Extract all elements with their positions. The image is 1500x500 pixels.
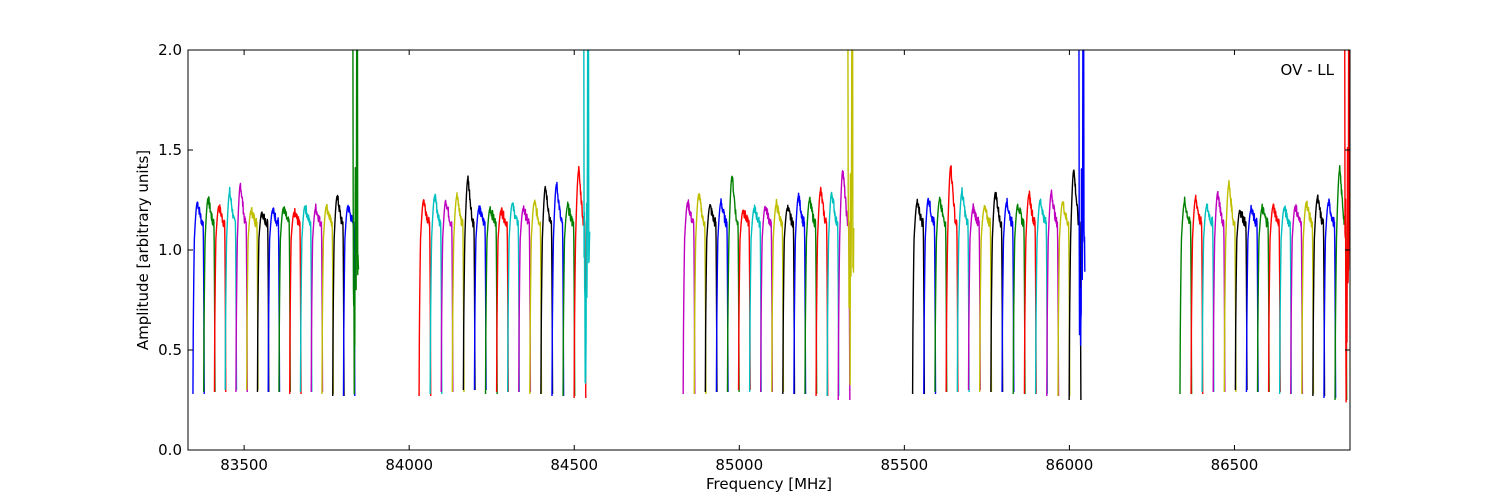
channel-line (518, 205, 532, 393)
edge-spike-line (1344, 50, 1350, 403)
polarization-annotation: OV - LL (1281, 61, 1335, 79)
channel-line (760, 205, 774, 393)
x-tick-label: 84500 (550, 456, 598, 474)
channel-line (418, 199, 432, 397)
channel-line (1301, 200, 1315, 395)
channel-line (726, 175, 740, 393)
channel-line (737, 209, 751, 391)
series-layer (192, 50, 1350, 403)
channel-line (246, 206, 259, 391)
channel-line (289, 207, 302, 395)
y-tick-label: 0.0 (158, 441, 182, 459)
channel-line (1323, 198, 1337, 399)
x-tick-label: 85500 (880, 456, 928, 474)
channel-line (1001, 197, 1015, 393)
channel-line (771, 198, 785, 393)
channel-line (278, 206, 291, 393)
plot-area (188, 50, 1350, 450)
channel-line (715, 198, 729, 393)
y-tick-label: 1.0 (158, 241, 182, 259)
channel-line (1290, 204, 1304, 395)
channel-line (529, 199, 543, 395)
x-axis-ticks: 83500 84000 84500 85000 85500 86000 86500 (220, 50, 1258, 474)
channel-line (1046, 189, 1060, 397)
channel-line (1012, 203, 1026, 395)
channel-line (1057, 201, 1071, 397)
channel-line (1223, 179, 1237, 393)
channel-line (704, 203, 718, 393)
channel-line (310, 203, 324, 393)
x-tick-label: 84000 (385, 456, 433, 474)
channel-line (235, 182, 248, 393)
channel-line (1267, 203, 1281, 393)
channel-line (1212, 190, 1226, 393)
channel-line (562, 201, 576, 397)
channel-line (332, 194, 345, 397)
channel-line (748, 204, 762, 393)
channel-line (1179, 196, 1193, 395)
channel-line (945, 165, 959, 393)
channel-line (804, 196, 818, 395)
channel-line (203, 196, 216, 393)
x-tick-label: 86000 (1046, 456, 1094, 474)
y-tick-label: 0.5 (158, 341, 182, 359)
channel-line (1190, 194, 1204, 395)
channel-line (1023, 190, 1037, 395)
channel-line (1278, 205, 1292, 395)
channel-line (1245, 204, 1259, 393)
y-tick-label: 2.0 (158, 41, 182, 59)
channel-line (1034, 198, 1049, 395)
channel-line (967, 203, 981, 391)
y-axis-ticks: 0.0 0.5 1.0 1.5 2.0 (158, 41, 1350, 459)
channel-line (213, 204, 227, 393)
channel-line (267, 207, 281, 393)
channel-line (979, 204, 993, 393)
channel-line (682, 199, 696, 395)
channel-line (1234, 209, 1248, 391)
edge-spike-line (1078, 50, 1086, 346)
channel-line (1312, 194, 1326, 397)
channel-line (473, 205, 487, 391)
channel-line (429, 193, 443, 395)
channel-line (1256, 203, 1270, 393)
channel-line (321, 203, 334, 395)
channel-line (956, 187, 970, 393)
channel-line (1201, 203, 1215, 393)
channel-line (911, 198, 926, 395)
edge-spike-line (847, 50, 855, 386)
y-tick-label: 1.5 (158, 141, 182, 159)
channel-line (923, 197, 937, 395)
x-axis-label: Frequency [MHz] (706, 475, 832, 493)
channel-line (782, 204, 796, 395)
channel-line (826, 191, 840, 397)
channel-line (990, 191, 1004, 393)
channel-line (551, 181, 565, 397)
channel-line (462, 175, 476, 391)
y-axis-label: Amplitude [arbitrary units] (134, 150, 152, 350)
channel-line (451, 192, 465, 393)
channel-line (693, 192, 707, 395)
channel-line (540, 185, 554, 395)
channel-line (506, 202, 521, 393)
x-tick-label: 86500 (1211, 456, 1259, 474)
channel-line (224, 186, 238, 391)
edge-spike-line (352, 50, 360, 395)
x-tick-label: 85000 (715, 456, 763, 474)
channel-line (192, 201, 205, 395)
channel-line (484, 206, 498, 395)
channel-line (299, 204, 313, 393)
channel-line (256, 211, 270, 393)
channel-line (440, 199, 454, 393)
edge-spike-line (583, 50, 591, 384)
channel-line (793, 192, 807, 395)
channel-line (495, 207, 509, 393)
x-tick-label: 83500 (220, 456, 268, 474)
channel-line (934, 196, 948, 393)
channel-line (815, 186, 829, 397)
